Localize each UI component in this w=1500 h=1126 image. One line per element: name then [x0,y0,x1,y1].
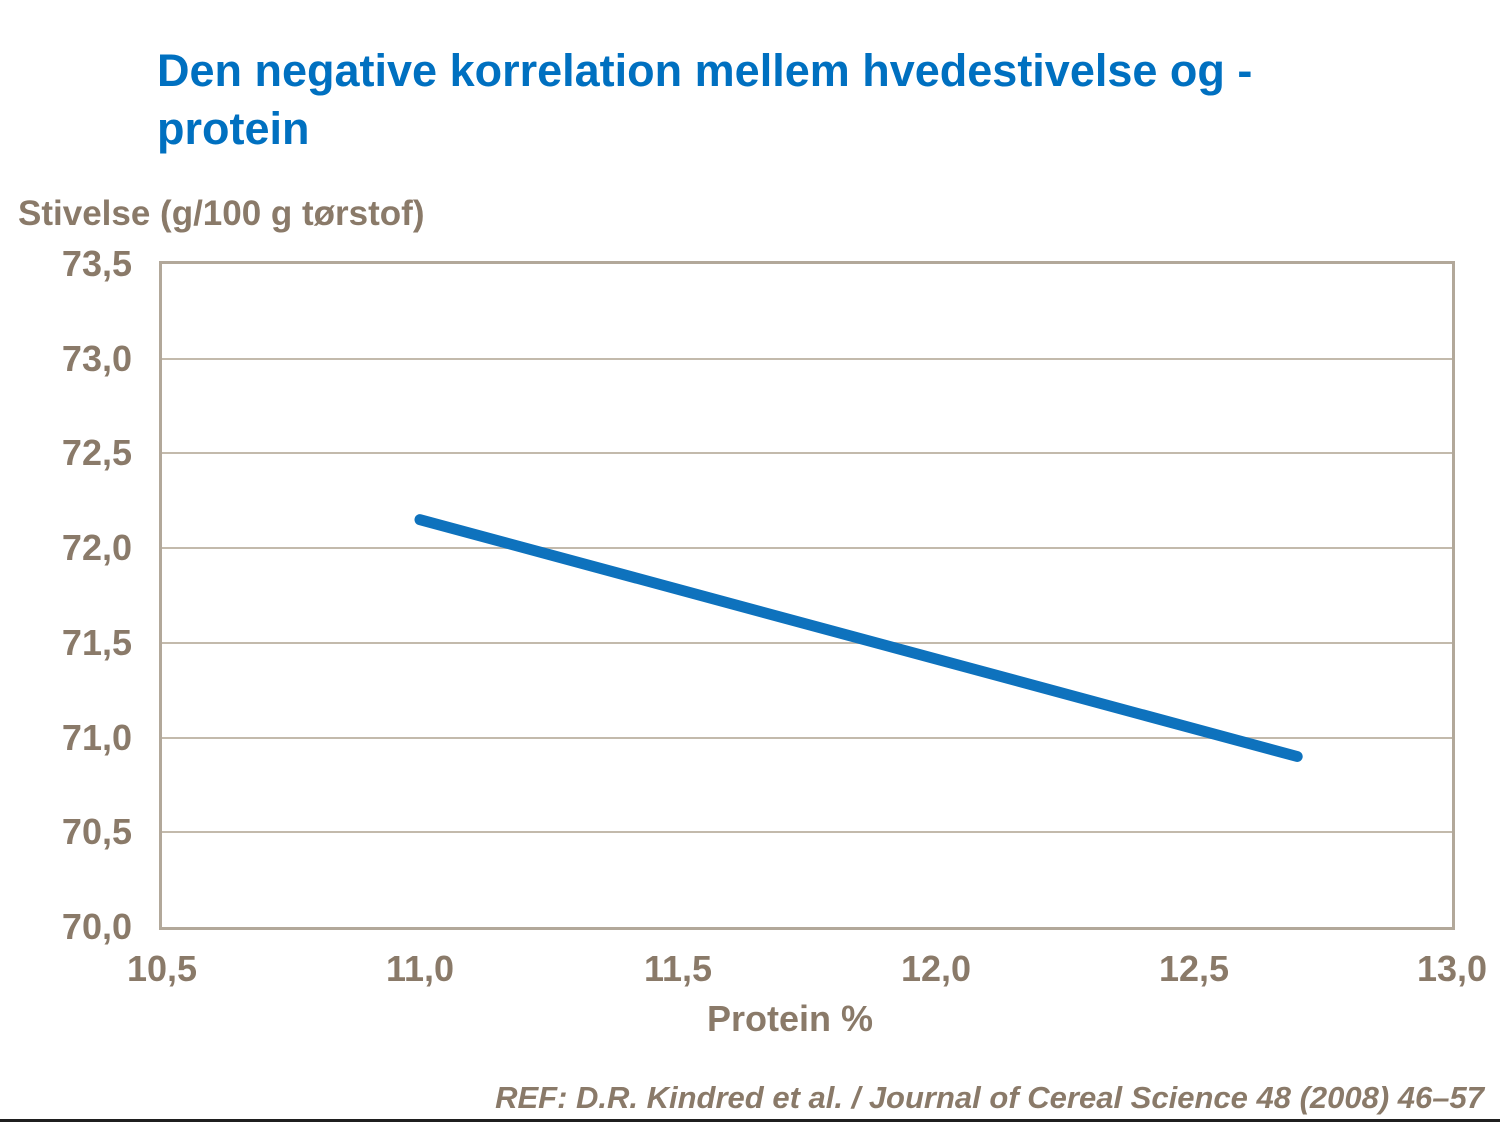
y-tick-label: 72,5 [61,432,132,474]
gridline [162,547,1452,550]
x-tick-label: 13,0 [1416,948,1488,989]
gridline [162,736,1452,739]
gridline [162,452,1452,455]
x-tick-label: 12,0 [900,948,972,989]
y-tick-label: 71,5 [61,621,132,663]
y-tick-label: 70,0 [61,906,132,947]
x-axis-title: Protein % [706,998,874,1039]
y-axis-title: Stivelse (g/100 g tørstof) [18,194,425,233]
regression-line [414,514,1303,762]
plot-area [159,261,1455,930]
reference-citation: REF: D.R. Kindred et al. / Journal of Ce… [495,1080,1484,1115]
x-tick-label: 12,5 [1158,948,1230,989]
chart-title: Den negative korrelation mellem hvedesti… [157,45,1253,154]
gridline [162,831,1452,834]
y-tick-label: 72,0 [61,527,132,569]
x-tick-label: 10,5 [126,948,198,989]
x-tick-label: 11,0 [385,948,455,989]
gridline [162,641,1452,644]
bottom-divider-line [0,1119,1500,1122]
y-tick-label: 73,0 [61,337,132,379]
line-chart-svg [414,514,1303,762]
y-tick-label: 73,5 [61,243,132,284]
y-tick-label: 71,0 [61,716,132,758]
gridline [162,357,1452,360]
y-tick-label: 70,5 [61,811,132,853]
x-tick-label: 11,5 [643,948,713,989]
